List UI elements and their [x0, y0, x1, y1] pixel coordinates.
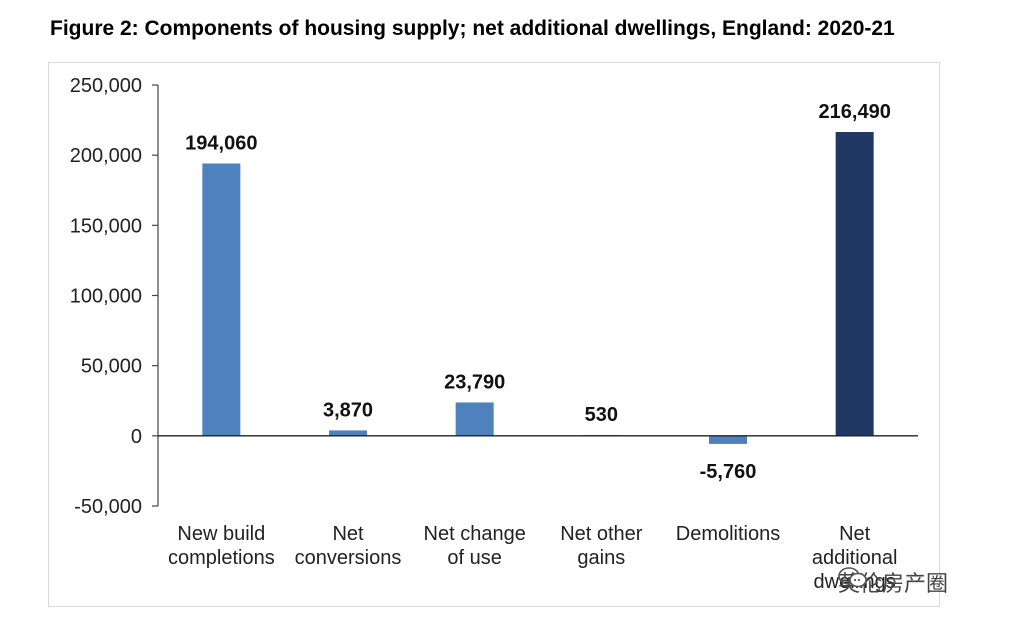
category-label: Demolitions [676, 523, 780, 545]
data-label: 194,060 [185, 133, 257, 155]
bars [202, 132, 874, 444]
bar [455, 402, 494, 436]
y-tick-label: 150,000 [70, 215, 142, 237]
bar [329, 430, 367, 436]
category-label: New build completions [168, 523, 275, 569]
watermark: 英伦房产圈 [838, 566, 948, 598]
bar [709, 435, 747, 444]
category-label: Net conversions [295, 523, 402, 569]
y-tick-label: -50,000 [74, 496, 142, 518]
category-labels: New build completions Net conversions Net ch… [168, 523, 898, 593]
chart-frame [48, 62, 940, 607]
category-label: Net change of use [424, 523, 526, 569]
data-label: 3,870 [323, 399, 373, 421]
category-label: Netadditionaldwellings [812, 523, 898, 593]
y-tick-label: 50,000 [81, 356, 142, 378]
y-tick-label: 200,000 [70, 145, 142, 167]
bar [202, 163, 241, 436]
data-label: 530 [585, 404, 618, 426]
bar [835, 132, 874, 436]
data-label: 23,790 [444, 371, 505, 393]
y-tick-label: 100,000 [70, 286, 142, 308]
chat-bubbles-icon [838, 567, 867, 588]
data-label: -5,760 [700, 461, 757, 483]
chart-title: Figure 2: Components of housing supply; … [50, 17, 895, 40]
data-labels: 194,060 3,870 23,790 530 -5,760 216,490 [185, 101, 891, 483]
y-tick-label: 250,000 [70, 75, 142, 97]
y-axis: 250,000 200,000 150,000 100,000 50,000 0 -50,0… [70, 75, 159, 518]
data-label: 216,490 [819, 101, 891, 123]
y-tick-label: 0 [131, 426, 142, 448]
category-label: Net other gains [560, 523, 643, 569]
